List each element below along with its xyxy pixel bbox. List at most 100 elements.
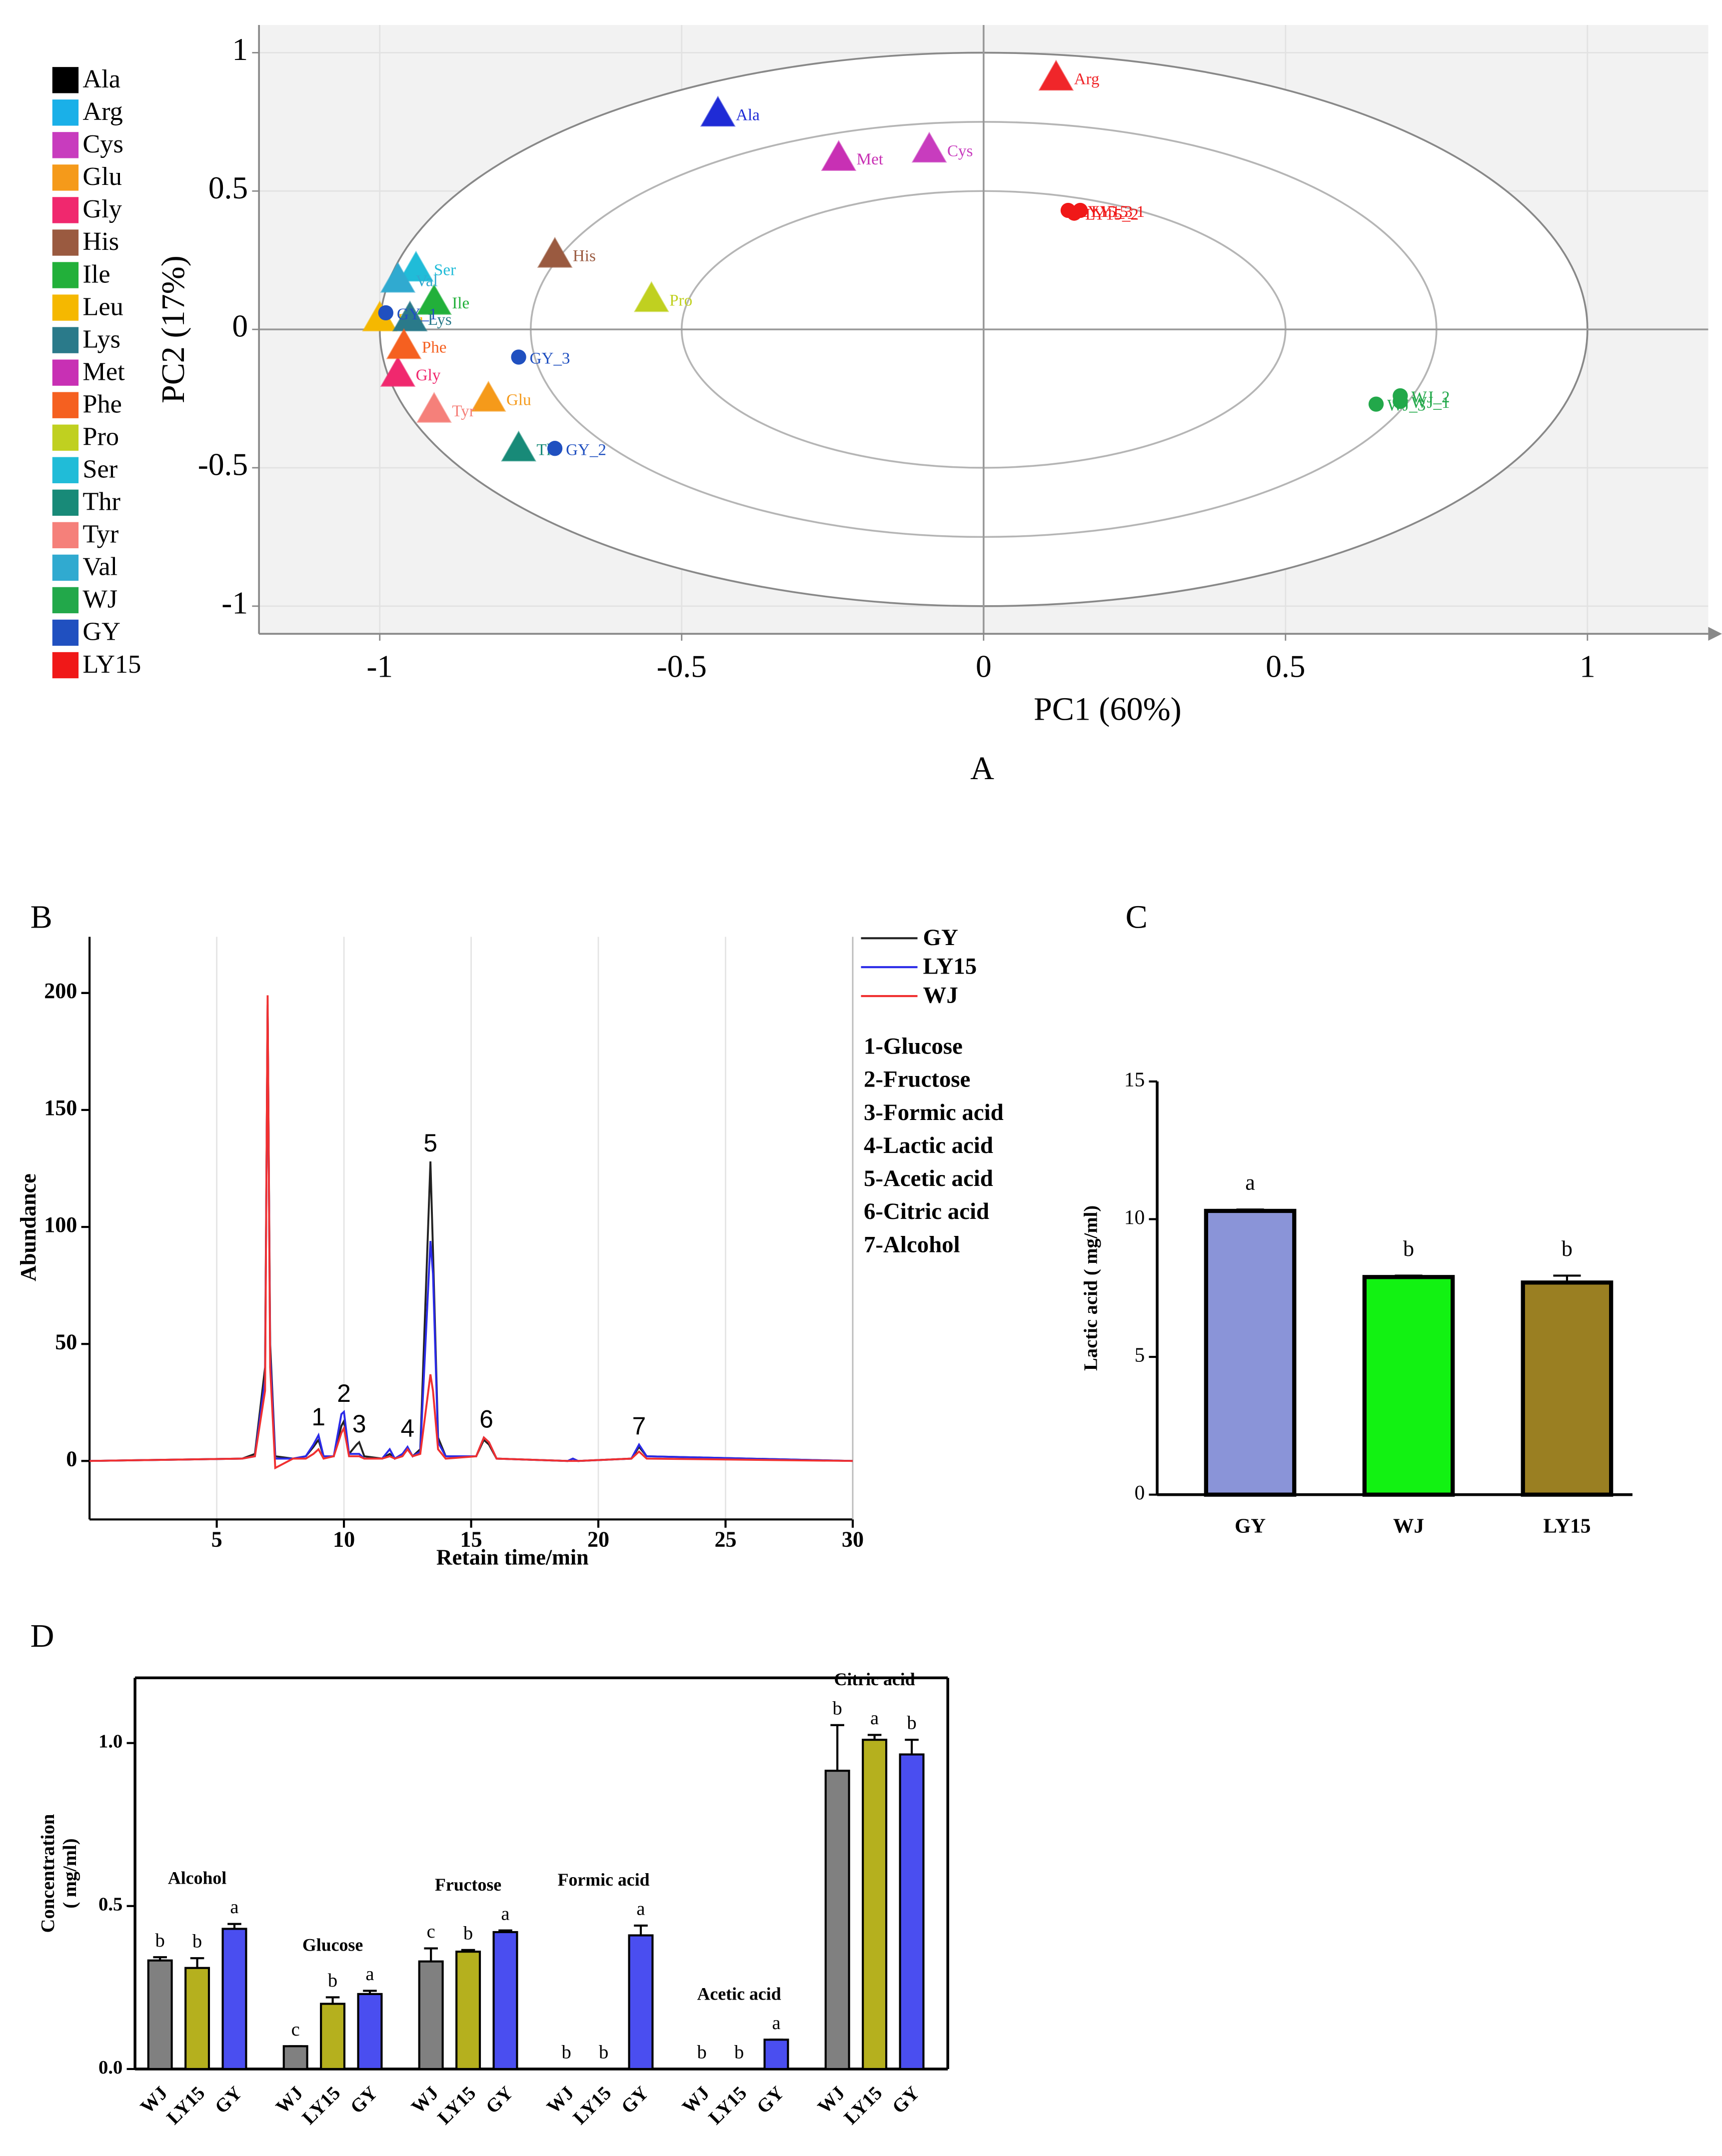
triangle-marker (380, 261, 416, 293)
triangle-marker (416, 283, 452, 315)
x-tick-label: LY15 (705, 2083, 751, 2129)
significance-letter: b (833, 1698, 842, 1719)
x-tick-label: 1 (1580, 649, 1596, 684)
peak-label: 6 (479, 1405, 493, 1433)
bar (1204, 1208, 1297, 1497)
point-label: WJ_2 (1411, 388, 1450, 406)
point-label: Tyr (452, 402, 474, 420)
significance-letter: a (365, 1964, 374, 1985)
compound-label: 7-Alcohol (864, 1231, 960, 1257)
legend-label: Glu (82, 162, 122, 191)
bar (862, 1739, 888, 2071)
significance-letter: a (636, 1898, 645, 1919)
triangle-marker (380, 355, 416, 387)
x-tick-label: 5 (211, 1527, 222, 1552)
y-tick-label: 1 (232, 32, 248, 67)
legend-label: Leu (82, 292, 123, 321)
triangle-marker (1038, 59, 1074, 91)
peak-label: 7 (632, 1412, 646, 1440)
y-tick-label: 150 (44, 1095, 77, 1120)
point-label: Ile (452, 294, 469, 312)
y-axis-label: ( mg/ml) (59, 1838, 80, 1908)
x-axis-label: PC1 (60%) (1034, 691, 1182, 727)
triangle-marker (386, 328, 422, 359)
compound-label: 1-Glucose (864, 1033, 963, 1059)
circle-marker (1368, 396, 1384, 412)
circle-marker (511, 349, 526, 365)
significance-letter: a (501, 1903, 509, 1924)
point-label: WJ_3 (1387, 397, 1426, 415)
point-label: Ala (736, 106, 760, 124)
significance-letter: b (734, 2042, 744, 2063)
point-label: Pro (669, 291, 692, 309)
peak-label: 2 (337, 1379, 351, 1407)
legend-swatch (52, 522, 79, 549)
x-tick-label: 25 (714, 1527, 736, 1552)
bar (628, 1934, 654, 2071)
bar (763, 2039, 789, 2071)
legend-label: Ile (82, 259, 110, 288)
point-label: WJ_1 (1411, 394, 1450, 412)
legend-swatch (52, 327, 79, 353)
point-label: GY_3 (530, 350, 570, 368)
y-tick-label: 100 (44, 1212, 77, 1237)
point-label: GY_1 (397, 305, 437, 323)
bar (455, 1951, 481, 2071)
legend-label: Phe (82, 389, 122, 418)
x-tick-label: 10 (333, 1527, 355, 1552)
point-label: Met (857, 150, 883, 168)
x-tick-label: GY (211, 2083, 246, 2118)
legend-swatch (52, 67, 79, 93)
triangle-marker (911, 131, 947, 163)
x-tick-label: -0.5 (657, 649, 707, 684)
x-tick-label: LY15 (434, 2083, 480, 2129)
legend-swatch (52, 587, 79, 614)
triangle-marker (537, 236, 573, 268)
y-tick-label: -1 (221, 585, 248, 620)
legend-label: Lys (82, 324, 120, 353)
x-tick-label: LY15 (298, 2083, 344, 2129)
peak-label: 5 (423, 1129, 437, 1157)
x-tick-label: GY (617, 2083, 653, 2118)
y-tick-label: 0.5 (208, 170, 248, 205)
triangle-marker (392, 300, 428, 332)
circle-marker (547, 441, 563, 456)
significance-letter: a (870, 1708, 879, 1729)
compound-label: 5-Acetic acid (864, 1165, 993, 1191)
significance-letter: b (562, 2042, 571, 2063)
x-tick-label: GY (482, 2083, 517, 2118)
group-label: Alcohol (168, 1868, 226, 1888)
significance-letter: b (1562, 1236, 1573, 1261)
y-tick-label: 0.0 (98, 2057, 122, 2078)
y-tick-label: 15 (1124, 1068, 1145, 1090)
significance-letter: b (599, 2042, 608, 2063)
x-tick-label: -1 (366, 649, 393, 684)
axis-arrow (1708, 627, 1722, 641)
legend-swatch (52, 229, 79, 256)
panel-caption: A (970, 750, 994, 787)
bar (282, 2045, 308, 2071)
triangle-marker (501, 430, 537, 462)
peak-label: 4 (401, 1414, 415, 1442)
legend-label: Val (82, 552, 117, 581)
bar (492, 1931, 518, 2071)
bar (221, 1928, 247, 2071)
point-label: LY15_2 (1085, 206, 1139, 224)
x-tick-label: GY (346, 2083, 382, 2118)
legend-label: Thr (82, 487, 120, 516)
x-tick-label: LY15 (569, 2083, 615, 2129)
legend-label: Pro (82, 422, 119, 451)
y-tick-label: 1.0 (98, 1731, 122, 1752)
legend-swatch (52, 392, 79, 418)
compound-label: 3-Formic acid (864, 1099, 1004, 1125)
legend-label: Met (82, 357, 125, 386)
significance-letter: c (291, 2019, 300, 2040)
y-tick-label: 0.5 (98, 1894, 122, 1915)
legend-swatch (52, 554, 79, 581)
panel-caption: C (1126, 899, 1148, 936)
legend-label: Gly (82, 194, 122, 223)
point-label: Cys (947, 142, 973, 160)
point-label: LY15_1 (1091, 203, 1145, 221)
group-label: Citric acid (834, 1669, 915, 1689)
